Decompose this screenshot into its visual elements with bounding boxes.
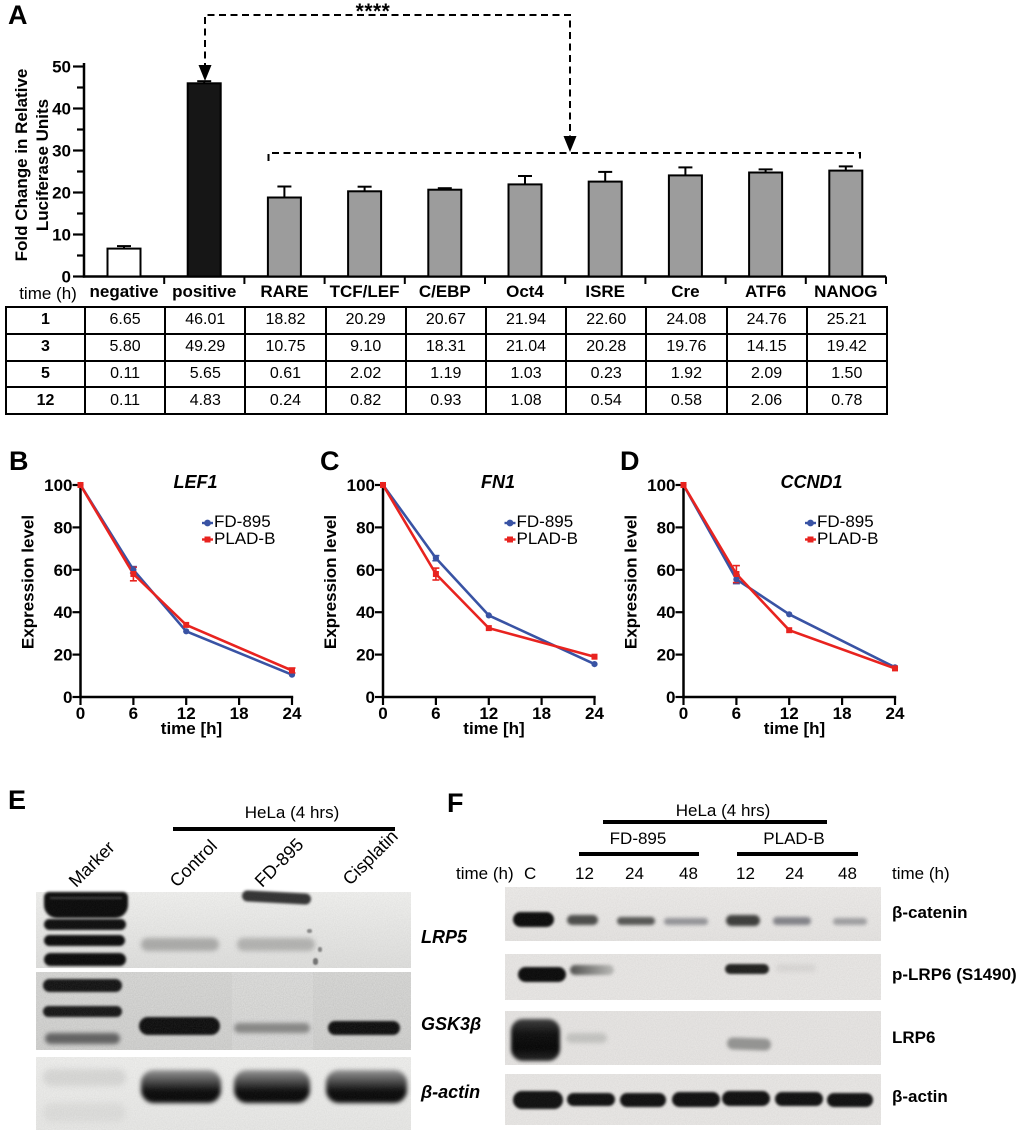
svg-text:time [h]: time [h]	[463, 719, 524, 738]
svg-text:Cre: Cre	[671, 282, 699, 301]
svg-text:40: 40	[52, 100, 71, 119]
svg-text:6: 6	[732, 704, 741, 723]
svg-text:100: 100	[347, 476, 375, 495]
svg-text:ISRE: ISRE	[585, 282, 625, 301]
svg-text:12: 12	[177, 704, 196, 723]
svg-text:100: 100	[647, 476, 675, 495]
svg-text:FD-895: FD-895	[214, 512, 271, 531]
svg-text:50: 50	[52, 58, 71, 77]
svg-text:80: 80	[356, 518, 375, 537]
svg-text:18: 18	[833, 704, 852, 723]
svg-text:12: 12	[780, 704, 799, 723]
svg-text:100: 100	[44, 476, 72, 495]
svg-text:TCF/LEF: TCF/LEF	[330, 282, 400, 301]
svg-text:PLAD-B: PLAD-B	[214, 529, 275, 548]
svg-text:0: 0	[378, 704, 387, 723]
svg-text:20: 20	[657, 646, 676, 665]
svg-text:negative: negative	[90, 282, 159, 301]
svg-text:20: 20	[54, 646, 73, 665]
svg-text:PLAD-B: PLAD-B	[817, 529, 878, 548]
svg-text:Luciferase Units: Luciferase Units	[33, 99, 52, 231]
svg-text:24: 24	[585, 704, 604, 723]
svg-text:C/EBP: C/EBP	[419, 282, 471, 301]
svg-text:20: 20	[52, 184, 71, 203]
svg-text:RARE: RARE	[260, 282, 308, 301]
svg-text:6: 6	[129, 704, 138, 723]
svg-text:Fold Change in Relative: Fold Change in Relative	[12, 69, 31, 262]
svg-text:Expression level: Expression level	[321, 515, 340, 649]
svg-text:30: 30	[52, 142, 71, 161]
svg-text:time [h]: time [h]	[764, 719, 825, 738]
svg-text:60: 60	[54, 561, 73, 580]
svg-text:0: 0	[666, 688, 675, 707]
svg-text:60: 60	[657, 561, 676, 580]
svg-text:Oct4: Oct4	[506, 282, 544, 301]
svg-text:0: 0	[366, 688, 375, 707]
svg-text:24: 24	[886, 704, 905, 723]
svg-text:20: 20	[356, 646, 375, 665]
svg-text:NANOG: NANOG	[814, 282, 877, 301]
svg-text:40: 40	[54, 603, 73, 622]
svg-text:time (h): time (h)	[19, 284, 77, 303]
svg-text:18: 18	[230, 704, 249, 723]
svg-text:40: 40	[657, 603, 676, 622]
svg-text:CCND1: CCND1	[780, 472, 842, 492]
svg-text:80: 80	[657, 518, 676, 537]
svg-text:FD-895: FD-895	[517, 512, 574, 531]
svg-text:60: 60	[356, 561, 375, 580]
svg-text:0: 0	[63, 688, 72, 707]
svg-text:0: 0	[679, 704, 688, 723]
svg-text:positive: positive	[172, 282, 236, 301]
svg-text:12: 12	[479, 704, 498, 723]
svg-text:18: 18	[532, 704, 551, 723]
svg-text:Expression level: Expression level	[19, 515, 38, 649]
svg-text:10: 10	[52, 226, 71, 245]
svg-text:0: 0	[62, 268, 71, 287]
svg-text:6: 6	[431, 704, 440, 723]
svg-text:FN1: FN1	[481, 472, 515, 492]
svg-text:Expression level: Expression level	[622, 515, 641, 649]
svg-text:****: ****	[356, 0, 391, 23]
svg-text:ATF6: ATF6	[745, 282, 786, 301]
svg-text:0: 0	[76, 704, 85, 723]
svg-text:LEF1: LEF1	[173, 472, 217, 492]
svg-text:24: 24	[283, 704, 302, 723]
svg-text:80: 80	[54, 518, 73, 537]
svg-text:time [h]: time [h]	[161, 719, 222, 738]
svg-text:FD-895: FD-895	[817, 512, 874, 531]
svg-text:40: 40	[356, 603, 375, 622]
svg-text:PLAD-B: PLAD-B	[517, 529, 578, 548]
